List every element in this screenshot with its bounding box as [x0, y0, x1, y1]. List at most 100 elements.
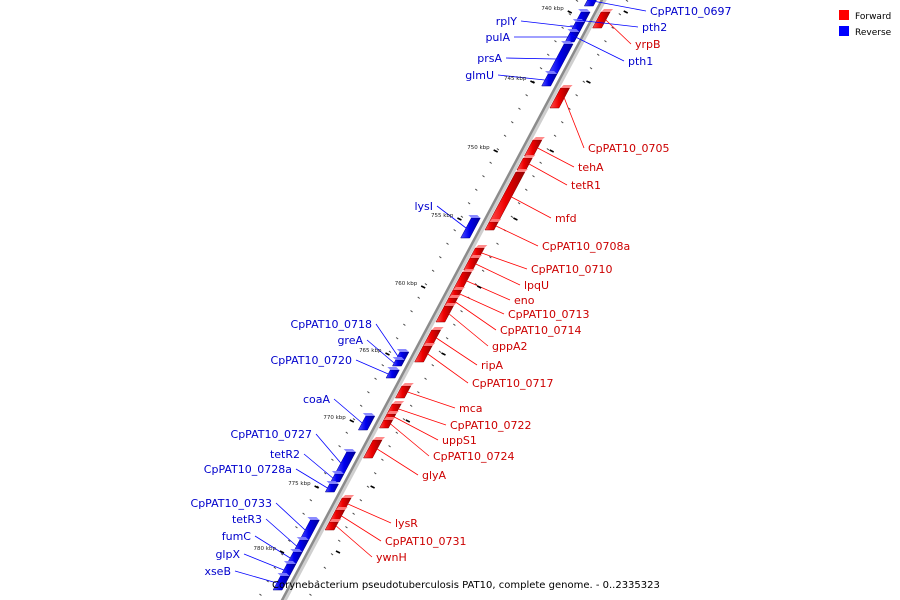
tick-minor — [388, 350, 392, 353]
gene-label-tetr3: tetR3 — [232, 513, 262, 526]
tick-minor — [374, 377, 377, 380]
gene-block-top-cppat10-0722 — [392, 401, 405, 404]
tick-minor — [345, 526, 348, 529]
gene-block-top-mfd — [515, 169, 528, 172]
tick-minor — [517, 202, 521, 205]
gene-labels: CpPAT10_0697 pth2 yrpB pth1 rplY pulA prsA glmU… — [191, 5, 732, 578]
gene-label-cppat10-0727: CpPAT10_0727 — [231, 428, 312, 441]
leader-cppat10-0733 — [275, 502, 306, 531]
gene-block-top-pula — [567, 29, 580, 32]
tick-major — [370, 485, 375, 489]
leader-cppat10-0697 — [587, 0, 647, 12]
tick-minor — [546, 53, 550, 56]
tick-major — [279, 550, 285, 554]
leader-teha — [537, 147, 575, 168]
tick-minor — [366, 485, 370, 488]
gene-label-teha: tehA — [578, 161, 604, 174]
legend-forward-swatch — [839, 10, 849, 20]
tick-minor — [518, 107, 521, 110]
tick-minor — [431, 364, 435, 367]
gene-block-top-cppat10-0705 — [560, 85, 573, 88]
legend-forward-label: Forward — [855, 12, 891, 22]
tick-minor — [460, 215, 464, 218]
tick-minor — [266, 580, 269, 583]
gene-label-cppat10-0718: CpPAT10_0718 — [291, 318, 372, 331]
leader-tetr2 — [303, 453, 334, 479]
gene-block-top-cppat10-0720 — [387, 367, 400, 370]
gene-label-tetr2: tetR2 — [270, 448, 300, 461]
tick-major — [441, 352, 446, 356]
gene-label-pth2: pth2 — [642, 21, 667, 34]
legend-reverse-swatch — [839, 26, 849, 36]
leader-cppat10-0710 — [481, 252, 528, 270]
gene-label-glya: glyA — [422, 469, 447, 482]
tick-major — [335, 550, 341, 554]
tick-minor — [460, 310, 463, 313]
tick-minor — [589, 67, 593, 70]
leader-prsa — [505, 57, 557, 60]
gene-label-cppat10-0697: CpPAT10_0697 — [650, 5, 731, 18]
tick-minor — [525, 94, 528, 97]
tick-major — [513, 217, 518, 221]
gene-block-top-cppat10-0731 — [335, 507, 348, 510]
gene-label-lpqu: lpqU — [524, 279, 549, 292]
gene-label-fumc: fumC — [222, 530, 252, 543]
tick-minor — [395, 431, 399, 434]
gene-block-top-cppat10-0713 — [452, 287, 465, 290]
gene-block-top-lysr — [342, 495, 355, 498]
leader-cppat10-0722 — [398, 408, 447, 426]
tick-minor — [481, 269, 485, 272]
kbp-label: 780 kbp — [254, 546, 277, 552]
leader-pth1 — [569, 33, 625, 62]
gene-block-top-cppat10-0714 — [448, 295, 461, 298]
tick-minor — [496, 148, 500, 151]
genome-backbone — [280, 0, 604, 600]
gene-block-top-xseb — [277, 573, 290, 576]
gene-label-cppat10-0722: CpPAT10_0722 — [450, 419, 531, 432]
tick-minor — [625, 0, 629, 2]
gene-block-top-lysi — [468, 215, 481, 218]
gene-label-pula: pulA — [485, 31, 510, 44]
leader-tetr3 — [265, 518, 297, 547]
leader-xseb — [234, 570, 277, 584]
tick-minor — [331, 458, 334, 461]
gene-block-top-lpqu — [470, 255, 483, 258]
tick-minor — [295, 526, 298, 529]
tick-minor — [309, 593, 312, 596]
tick-minor — [553, 134, 557, 137]
leader-upps1 — [394, 416, 439, 441]
tick-minor — [474, 188, 478, 191]
tick-minor — [489, 161, 492, 164]
genome-caption: Corynebacterium pseudotuberculosis PAT10… — [272, 580, 660, 591]
gene-label-xseb: xseB — [204, 565, 231, 578]
leader-cppat10-0705 — [563, 97, 585, 149]
tick-major — [567, 10, 573, 14]
gene-block-top-cppat10-0724 — [383, 417, 396, 420]
gene-block-top-ywnh — [329, 519, 342, 522]
leader-lysr — [347, 503, 392, 524]
gene-label-ywnh: ywnH — [376, 551, 407, 564]
gene-label-cppat10-0713: CpPAT10_0713 — [508, 308, 589, 321]
tick-minor — [582, 80, 586, 83]
tick-minor — [352, 512, 355, 515]
gene-label-pth1: pth1 — [628, 55, 653, 68]
gene-block-top-eno — [462, 269, 475, 272]
leader-cppat10-0724 — [390, 423, 430, 457]
tick-minor — [453, 229, 457, 232]
gene-block-top-tetr3 — [296, 537, 309, 540]
gene-label-gppa2: gppA2 — [492, 340, 527, 353]
tick-minor — [618, 13, 622, 16]
leader-cppat10-0728a — [295, 468, 328, 489]
gene-block-top-cppat10-0718 — [396, 349, 409, 352]
gene-block-top-fumc — [290, 549, 303, 552]
tick-minor — [503, 134, 507, 137]
tick-minor — [323, 566, 327, 569]
kbp-label: 765 kbp — [359, 348, 382, 354]
tick-minor — [496, 242, 499, 245]
gene-block-top-prsa — [561, 41, 574, 44]
kbp-label: 770 kbp — [323, 415, 346, 421]
tick-minor — [280, 553, 284, 556]
tick-minor — [410, 310, 413, 313]
tick-minor — [316, 580, 319, 583]
